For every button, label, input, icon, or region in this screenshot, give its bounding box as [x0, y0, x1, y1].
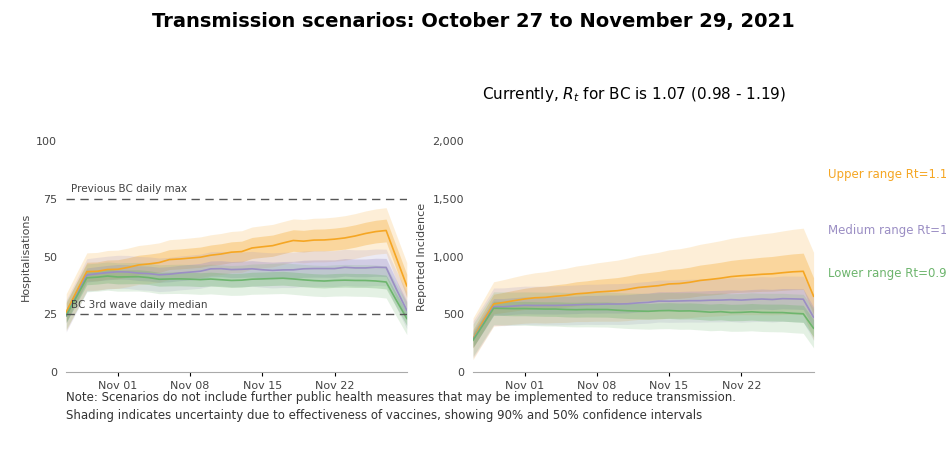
Text: Lower range Rt=0.98: Lower range Rt=0.98 — [828, 267, 946, 280]
Text: Currently, $R_t$ for BC is 1.07 (0.98 - 1.19): Currently, $R_t$ for BC is 1.07 (0.98 - … — [482, 85, 786, 104]
Text: Note: Scenarios do not include further public health measures that may be implem: Note: Scenarios do not include further p… — [66, 391, 736, 422]
Text: Medium range Rt=1.07: Medium range Rt=1.07 — [828, 224, 946, 237]
Y-axis label: Hospitalisations: Hospitalisations — [21, 212, 30, 301]
Text: BC 3rd wave daily median: BC 3rd wave daily median — [71, 300, 208, 310]
Y-axis label: Reported Incidence: Reported Incidence — [417, 203, 427, 311]
Text: Transmission scenarios: October 27 to November 29, 2021: Transmission scenarios: October 27 to No… — [151, 12, 795, 31]
Text: Upper range Rt=1.19: Upper range Rt=1.19 — [828, 168, 946, 181]
Text: Previous BC daily max: Previous BC daily max — [71, 184, 187, 195]
